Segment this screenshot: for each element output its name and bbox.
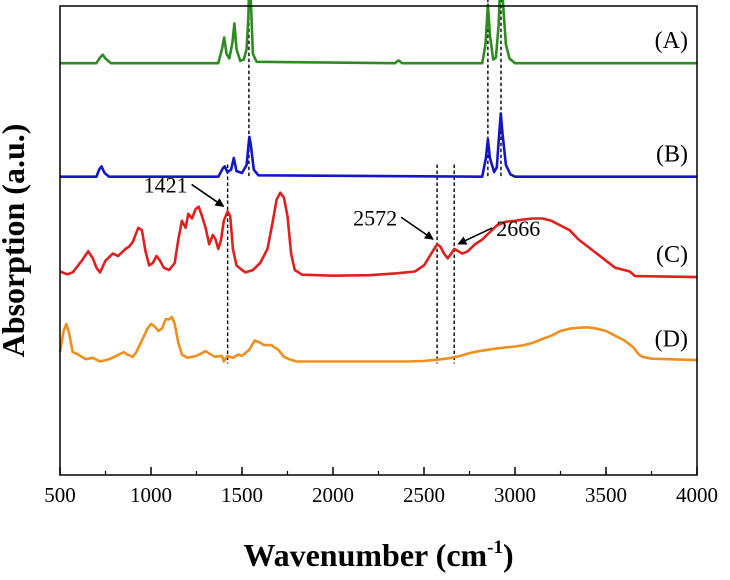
axis-ticks: 500 1000 1500 2000 2500 3000 3500 4000	[44, 467, 718, 507]
reference-lines	[226, 0, 502, 364]
series-line	[60, 0, 697, 65]
x-tick-label: 1000	[130, 483, 172, 507]
series-label: (C)	[656, 242, 688, 268]
series-label: (A)	[655, 28, 688, 54]
x-tick-label: 2500	[403, 483, 445, 507]
x-tick-label: 1500	[221, 483, 263, 507]
x-tick-label: 4000	[676, 483, 718, 507]
plot-frame	[59, 5, 698, 476]
x-tick-label: 3500	[585, 483, 627, 507]
y-axis-title: Absorption (a.u.)	[0, 124, 31, 358]
annotation-arrow	[400, 216, 434, 240]
spectra-series	[58, 0, 698, 363]
x-tick-label: 3000	[494, 483, 536, 507]
annotation-arrow	[457, 227, 493, 245]
annotation-label: 1421	[144, 172, 188, 197]
series-label: (D)	[655, 327, 688, 353]
peak-annotations: 153828512923142125722666	[144, 0, 540, 245]
annotation-label: 2572	[353, 205, 397, 230]
series-label: (B)	[656, 142, 688, 168]
series-line	[60, 112, 697, 178]
series-line	[58, 315, 698, 363]
x-tick-label: 2000	[312, 483, 354, 507]
series-line	[59, 191, 698, 279]
annotation-arrow	[191, 183, 225, 208]
x-axis-title: Wavenumber (cm-1)	[243, 537, 513, 573]
series-labels: (A) (B) (C) (D)	[655, 28, 688, 352]
annotation-label: 2666	[496, 216, 540, 241]
x-tick-label: 500	[44, 483, 76, 507]
